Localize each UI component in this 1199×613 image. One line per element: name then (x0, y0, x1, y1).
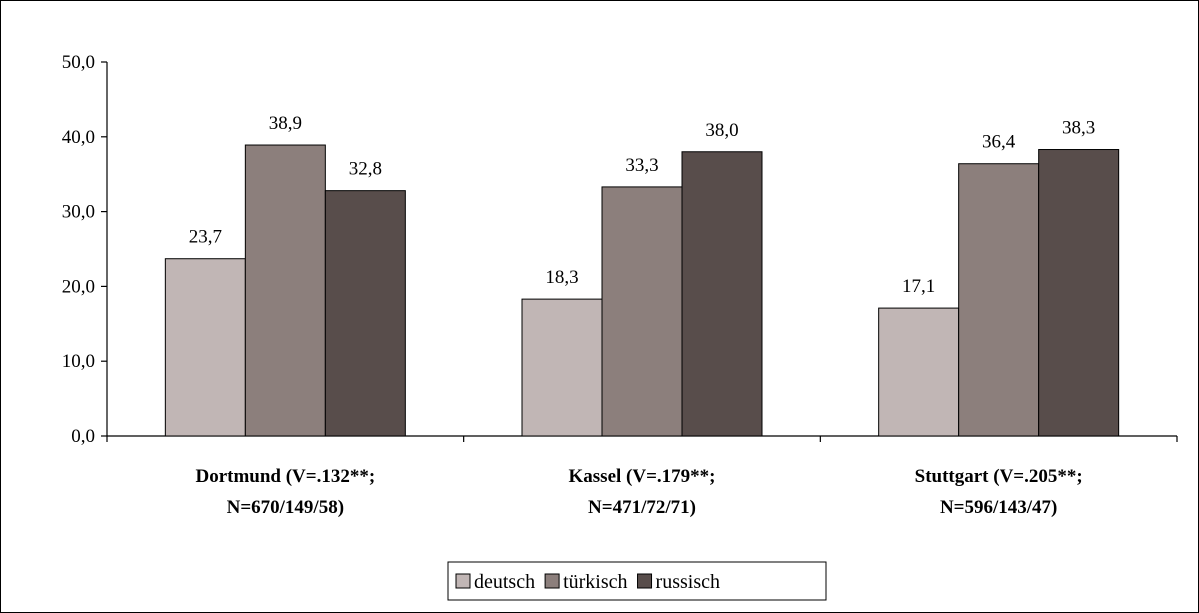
category-label: Dortmund (V=.132**; (195, 466, 375, 487)
data-label: 38,3 (1062, 118, 1095, 139)
bar-türkisch (601, 186, 683, 437)
y-tick-label: 20,0 (62, 276, 95, 297)
legend-swatch-deutsch (455, 573, 471, 589)
category-label: N=596/143/47) (940, 497, 1057, 518)
category-label: Kassel (V=.179**; (569, 466, 716, 487)
category-label: N=471/72/71) (588, 497, 696, 518)
legend (447, 561, 827, 601)
y-tick-label: 50,0 (62, 52, 95, 73)
data-label: 23,7 (189, 227, 222, 248)
legend-swatch-türkisch (544, 573, 560, 589)
bar-türkisch (958, 163, 1040, 437)
bar-deutsch (164, 258, 246, 437)
y-tick-label: 10,0 (62, 351, 95, 372)
data-label: 38,0 (705, 120, 738, 141)
bar-russisch (681, 151, 763, 437)
category-label: Stuttgart (V=.205**; (915, 466, 1083, 487)
data-label: 32,8 (349, 159, 382, 180)
legend-label-türkisch: türkisch (563, 571, 627, 593)
bar-deutsch (521, 298, 603, 437)
data-label: 33,3 (625, 155, 658, 176)
y-tick-label: 0,0 (71, 426, 95, 447)
data-label: 17,1 (902, 276, 935, 297)
legend-label-deutsch: deutsch (474, 571, 535, 593)
bar-russisch (1038, 149, 1120, 437)
bar-deutsch (878, 307, 960, 437)
y-tick-label: 30,0 (62, 202, 95, 223)
legend-label-russisch: russisch (656, 571, 720, 593)
bar-türkisch (244, 144, 326, 437)
data-label: 36,4 (982, 132, 1016, 153)
bar-russisch (324, 190, 406, 437)
legend-swatch-russisch (637, 573, 653, 589)
data-label: 38,9 (269, 113, 302, 134)
category-label: N=670/149/58) (227, 497, 344, 518)
y-tick-label: 40,0 (62, 127, 95, 148)
data-label: 18,3 (545, 267, 578, 288)
